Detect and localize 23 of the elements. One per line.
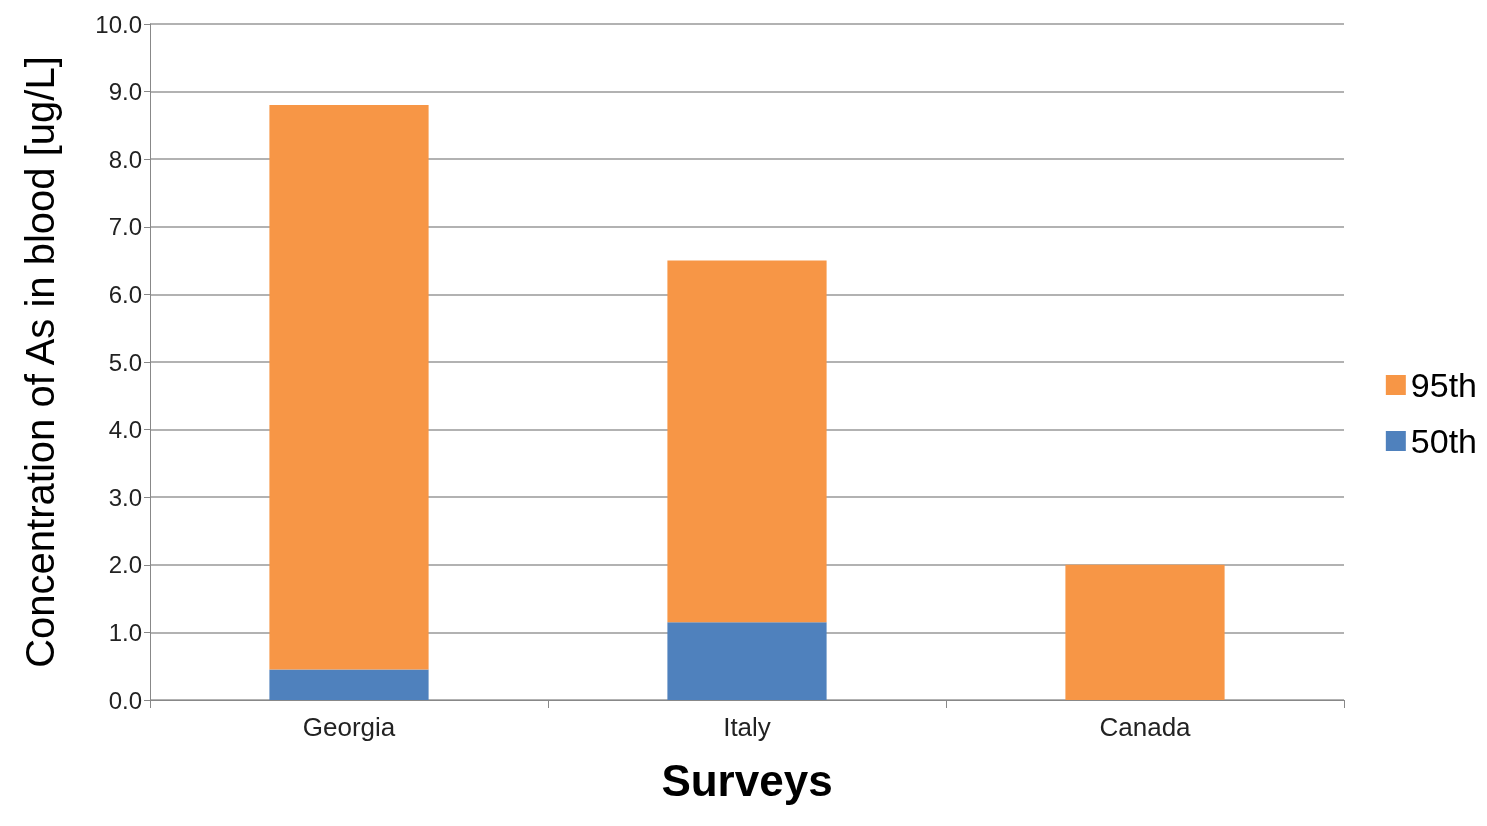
legend-label: 50th (1410, 422, 1478, 460)
x-tick-label: Georgia (302, 712, 396, 742)
bar (269, 669, 429, 700)
y-tick-label: 8.0 (108, 145, 142, 173)
y-tick-label: 3.0 (108, 483, 142, 511)
y-tick-label: 6.0 (108, 280, 142, 308)
y-tick-label: 7.0 (108, 213, 142, 241)
y-axis-title: Concentration of As in blood [ug/L] (18, 56, 62, 668)
legend-label: 95th (1410, 366, 1478, 404)
x-tick-label: Canada (1099, 712, 1192, 742)
y-tick-label: 9.0 (108, 78, 142, 106)
bar (1065, 564, 1225, 700)
bar (667, 622, 827, 700)
y-tick-label: 5.0 (108, 348, 142, 376)
x-tick-label: Italy (723, 712, 771, 742)
y-tick-label: 10.0 (95, 10, 142, 38)
y-tick-label: 4.0 (108, 416, 142, 444)
y-tick-label: 1.0 (108, 618, 142, 646)
bar (667, 260, 827, 623)
x-axis-title: Surveys (661, 755, 833, 805)
y-tick-label: 2.0 (108, 551, 142, 579)
y-tick-label: 0.0 (108, 686, 142, 714)
bar (269, 105, 429, 670)
